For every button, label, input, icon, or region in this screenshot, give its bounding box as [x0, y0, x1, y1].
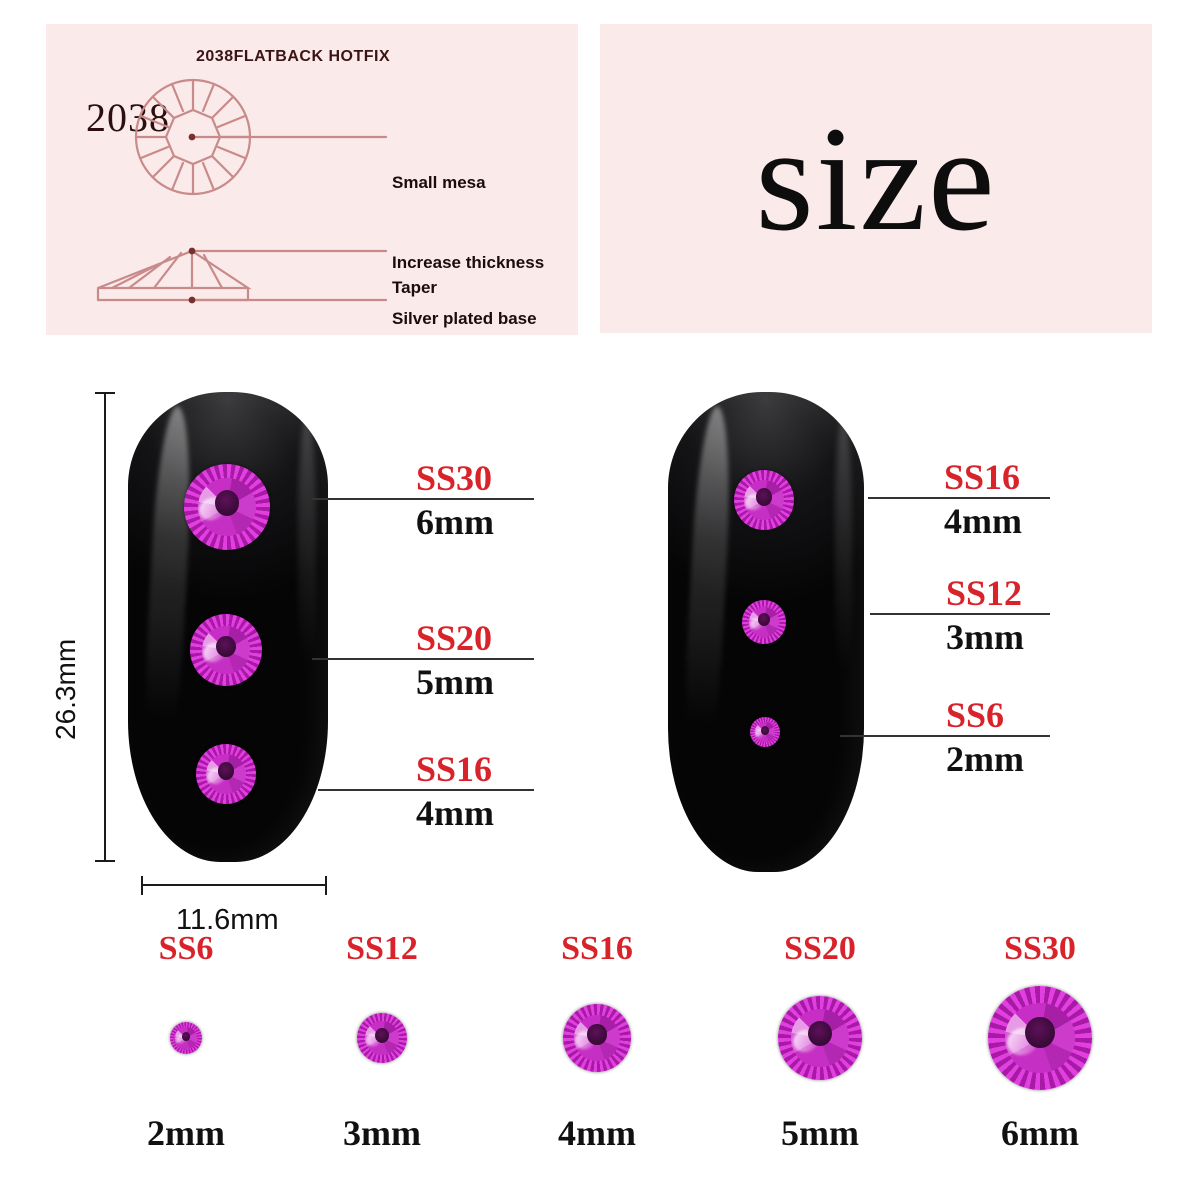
legend-item-ss20: SS20 5mm: [720, 930, 920, 1160]
legend-stone: [357, 1013, 407, 1063]
nail-right: [668, 392, 864, 872]
height-dim-cap-bottom: [95, 860, 115, 862]
stone-ss12-on-nail: [742, 600, 786, 644]
legend-stone: [778, 996, 862, 1080]
legend-stone: [988, 986, 1092, 1090]
stone-core: [181, 1031, 191, 1042]
width-dim-line: [141, 884, 327, 886]
callout-ss-label: SS16: [944, 457, 1021, 497]
legend-mm-label: 5mm: [781, 1113, 859, 1153]
width-dim-cap-right: [325, 876, 327, 895]
stone-core: [755, 488, 773, 506]
legend-ss-label: SS16: [561, 930, 633, 967]
stone-ss6-on-nail: [750, 717, 780, 747]
nail-right-gloss-edge: [834, 416, 853, 704]
stone-core: [587, 1024, 607, 1045]
callout-mm-label: 4mm: [416, 793, 494, 833]
callout-label-small-mesa: Small mesa: [392, 173, 486, 192]
height-dim-cap-top: [95, 392, 115, 394]
spec-panel: 2038FLATBACK HOTFIX 2038: [46, 24, 578, 335]
stone-core: [760, 726, 770, 735]
stone-ss20-on-nail: [190, 614, 262, 686]
stone-core: [375, 1028, 389, 1043]
legend-ss-label: SS6: [158, 930, 214, 967]
legend-ss-label: SS20: [784, 930, 856, 967]
flatback-diagram: [96, 78, 388, 304]
callout-rule: [318, 789, 534, 791]
stone-core: [808, 1021, 832, 1047]
legend-item-ss16: SS16 4mm: [497, 930, 697, 1160]
legend-stone: [170, 1022, 202, 1054]
legend-mm-label: 6mm: [1001, 1113, 1079, 1153]
legend-item-ss12: SS12 3mm: [282, 930, 482, 1160]
size-heading-panel: size: [600, 24, 1152, 333]
legend-mm-label: 3mm: [343, 1113, 421, 1153]
callout-ss-label: SS16: [416, 749, 493, 789]
legend-item-ss30: SS30 6mm: [940, 930, 1140, 1160]
stone-ss16-on-nail: [196, 744, 256, 804]
legend-mm-label: 4mm: [558, 1113, 636, 1153]
nail-width-label: 11.6mm: [176, 904, 279, 936]
callout-ss-label: SS12: [946, 573, 1023, 613]
spec-panel-title: 2038FLATBACK HOTFIX: [196, 48, 391, 65]
callout-label-taper: Taper: [392, 278, 438, 297]
callout-mm-label: 3mm: [946, 617, 1024, 657]
callout-rule: [868, 497, 1050, 499]
callout-mm-label: 6mm: [416, 502, 494, 542]
callout-rule: [840, 735, 1050, 737]
callout-rule: [312, 658, 534, 660]
callout-ss-label: SS30: [416, 458, 493, 498]
callout-label-silver-plated-base: Silver plated base: [392, 309, 537, 328]
legend-ss-label: SS30: [1004, 930, 1076, 967]
size-legend-row: SS6 2mm SS12 3mm SS16: [60, 930, 1140, 1160]
nail-height-label: 26.3mm: [50, 638, 81, 740]
callout-rule: [312, 498, 534, 500]
nail-left-gloss-edge: [298, 415, 316, 698]
stone-core: [757, 613, 771, 627]
width-dim-cap-left: [141, 876, 143, 895]
callout-mm-label: 4mm: [944, 501, 1022, 541]
legend-mm-label: 2mm: [147, 1113, 225, 1153]
height-dim-line: [104, 392, 106, 862]
nail-left: [128, 392, 328, 862]
legend-item-ss6: SS6 2mm: [86, 930, 286, 1160]
stone-core: [1025, 1017, 1055, 1049]
callout-ss-label: SS20: [416, 618, 493, 658]
callout-mm-label: 2mm: [946, 739, 1024, 779]
callout-mm-label: 5mm: [416, 662, 494, 702]
stone-core: [217, 762, 235, 780]
stone-core: [215, 635, 237, 658]
callout-rule: [870, 613, 1050, 615]
legend-stone: [563, 1004, 631, 1072]
spec-panel-code: 2038: [86, 95, 170, 140]
callout-ss-label: SS6: [946, 695, 1005, 735]
stone-ss30-on-nail: [184, 464, 270, 550]
stone-ss16-on-nail-right: [734, 470, 794, 530]
legend-ss-label: SS12: [346, 930, 418, 967]
size-heading-text: size: [755, 95, 997, 262]
stone-core: [214, 489, 240, 516]
callout-label-increase-thickness: Increase thickness: [392, 253, 545, 272]
